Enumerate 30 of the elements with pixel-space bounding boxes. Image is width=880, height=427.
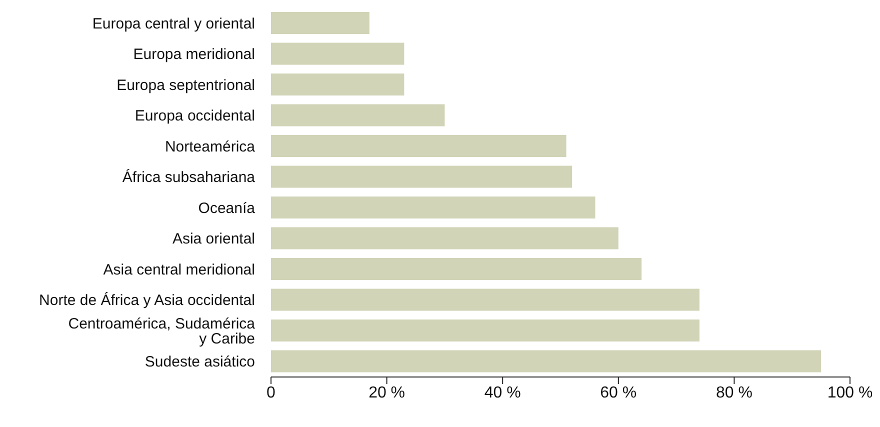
bar	[271, 288, 700, 311]
bar	[271, 74, 404, 96]
x-tick-label: 100 %	[827, 384, 873, 402]
bar	[271, 42, 404, 65]
bar	[271, 350, 822, 372]
x-tick-label: 40 %	[484, 384, 521, 402]
y-tick-label: Asia central meridional	[103, 261, 255, 278]
y-tick-label: Europa meridional	[133, 46, 255, 64]
x-tick-label: 60 %	[600, 384, 637, 402]
y-tick-label: África subsahariana	[122, 168, 256, 186]
y-tick-label: Europa occidental	[134, 108, 255, 125]
bar	[271, 258, 642, 280]
bar	[271, 135, 566, 157]
y-tick-label: Centroamérica, Sudamérica y Caribe	[68, 315, 256, 348]
bar	[271, 227, 618, 250]
bar	[271, 12, 370, 34]
x-tick-label: 20 %	[368, 384, 406, 402]
bar	[271, 104, 445, 126]
y-tick-label: Europa central y oriental	[92, 15, 255, 32]
y-tick-label: Norte de África y Asia occidental	[39, 291, 255, 310]
y-tick-label: Asia oriental	[172, 230, 255, 248]
y-tick-label: Oceanía	[198, 200, 256, 217]
y-tick-label: Norteamérica	[164, 138, 256, 156]
x-tick-label: 0	[266, 384, 276, 402]
y-tick-label: Sudeste asiático	[144, 354, 255, 371]
x-tick-label: 80 %	[716, 384, 752, 402]
bar	[271, 320, 700, 342]
bar	[271, 196, 596, 218]
y-tick-label: Europa septentrional	[116, 76, 255, 94]
bar	[271, 166, 572, 188]
